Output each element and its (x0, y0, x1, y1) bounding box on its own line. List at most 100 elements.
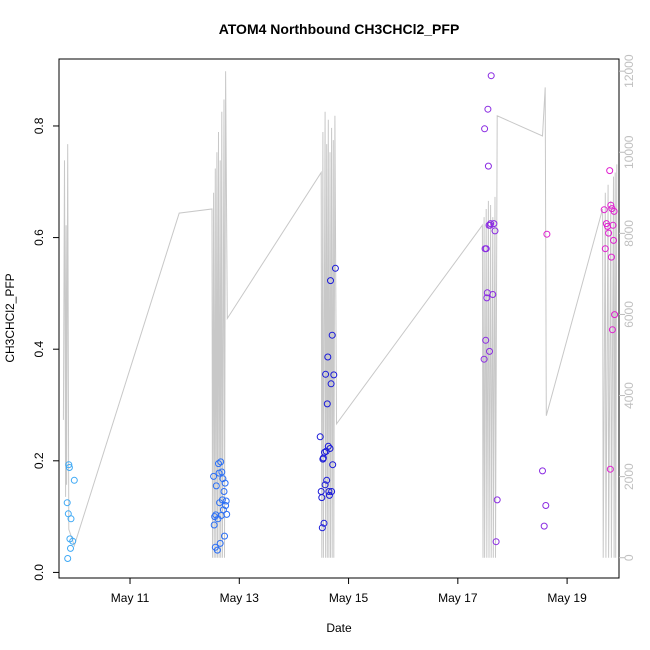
data-point (487, 72, 495, 80)
data-point (218, 468, 226, 476)
data-point (607, 253, 615, 261)
data-point (323, 400, 331, 408)
data-point (221, 479, 229, 487)
data-point (487, 220, 495, 228)
y2-tick-label: 2000 (622, 463, 636, 490)
data-point (486, 347, 493, 355)
y2-tick-label: 0 (622, 554, 636, 561)
data-point (483, 294, 491, 302)
x-tick-label: May 15 (329, 591, 369, 605)
data-point (220, 488, 228, 495)
data-point (324, 442, 332, 450)
x-axis-title: Date (326, 621, 352, 635)
data-point (210, 521, 218, 529)
data-point (219, 506, 227, 514)
data-point (221, 532, 228, 540)
data-point (325, 491, 333, 499)
data-point (611, 311, 619, 319)
y-axis-title: CH3CHCl2_PFP (3, 273, 17, 362)
data-point (322, 370, 330, 378)
data-point (482, 336, 490, 344)
data-point (70, 476, 78, 484)
data-point (481, 125, 489, 133)
y-tick-label: 0.8 (32, 117, 46, 134)
data-point (490, 220, 498, 228)
data-point (601, 245, 609, 253)
data-point (489, 291, 497, 298)
data-point (493, 496, 501, 504)
y-tick-label: 0.2 (32, 452, 46, 469)
data-point (327, 380, 335, 388)
data-point (610, 236, 617, 244)
data-point (63, 499, 71, 507)
data-point (605, 229, 613, 237)
data-point (218, 496, 226, 504)
data-point (543, 230, 551, 238)
y-tick-label: 0.0 (32, 564, 46, 581)
x-axis: May 11 May 13 May 15 May 17 May 19 (111, 578, 587, 605)
data-point (223, 510, 231, 518)
data-point (331, 264, 339, 272)
data-point (330, 371, 338, 379)
data-point (608, 326, 616, 334)
data-point (67, 544, 74, 552)
y-axis: 0.0 0.2 0.4 0.6 0.8 (32, 117, 59, 581)
data-point (222, 497, 230, 505)
data-point (606, 465, 614, 473)
data-point (318, 494, 326, 502)
data-point (600, 206, 608, 214)
y-tick-label: 0.6 (32, 229, 46, 246)
data-point (329, 461, 337, 469)
y2-tick-label: 8000 (622, 220, 636, 247)
data-point (609, 221, 617, 229)
data-point (328, 488, 336, 495)
data-point (219, 475, 227, 483)
data-point (326, 445, 334, 452)
altitude-layer (62, 71, 618, 558)
data-point (320, 519, 328, 527)
data-point (328, 331, 336, 339)
x-tick-label: May 17 (438, 591, 478, 605)
y2-tick-label: 4000 (622, 382, 636, 409)
x-tick-label: May 19 (547, 591, 587, 605)
data-point (318, 524, 326, 532)
data-point (67, 515, 75, 523)
data-point (321, 481, 329, 489)
data-point (321, 448, 328, 456)
plot-frame (58, 58, 620, 579)
y2-axis: 0 2000 4000 6000 8000 10000 12000 (619, 54, 636, 561)
data-point (222, 502, 230, 509)
chart-title: ATOM4 Northbound CH3CHCl2_PFP (219, 21, 460, 37)
y2-tick-label: 10000 (622, 135, 636, 169)
data-point (539, 467, 546, 475)
altitude-line (62, 71, 618, 558)
data-point (480, 355, 488, 363)
data-point (213, 546, 221, 554)
data-point (542, 502, 550, 509)
x-tick-label: May 11 (111, 591, 150, 605)
data-point (491, 227, 499, 235)
data-point (484, 162, 492, 170)
x-tick-label: May 13 (220, 591, 260, 605)
data-point (492, 538, 500, 546)
data-point (215, 460, 222, 468)
data-point (64, 555, 72, 562)
data-point (217, 458, 225, 466)
data-point (327, 277, 334, 285)
data-point (484, 105, 492, 113)
data-point (212, 482, 220, 490)
y-tick-label: 0.4 (32, 341, 46, 358)
data-point (606, 167, 614, 175)
data-point (610, 207, 618, 215)
y2-tick-label: 6000 (622, 301, 636, 328)
points-layer (63, 72, 619, 562)
data-point (69, 537, 77, 545)
data-point (316, 433, 324, 441)
data-point (325, 488, 333, 495)
data-point (216, 539, 224, 547)
y2-tick-label: 12000 (622, 54, 636, 88)
data-point (323, 476, 331, 484)
data-point (210, 472, 218, 480)
